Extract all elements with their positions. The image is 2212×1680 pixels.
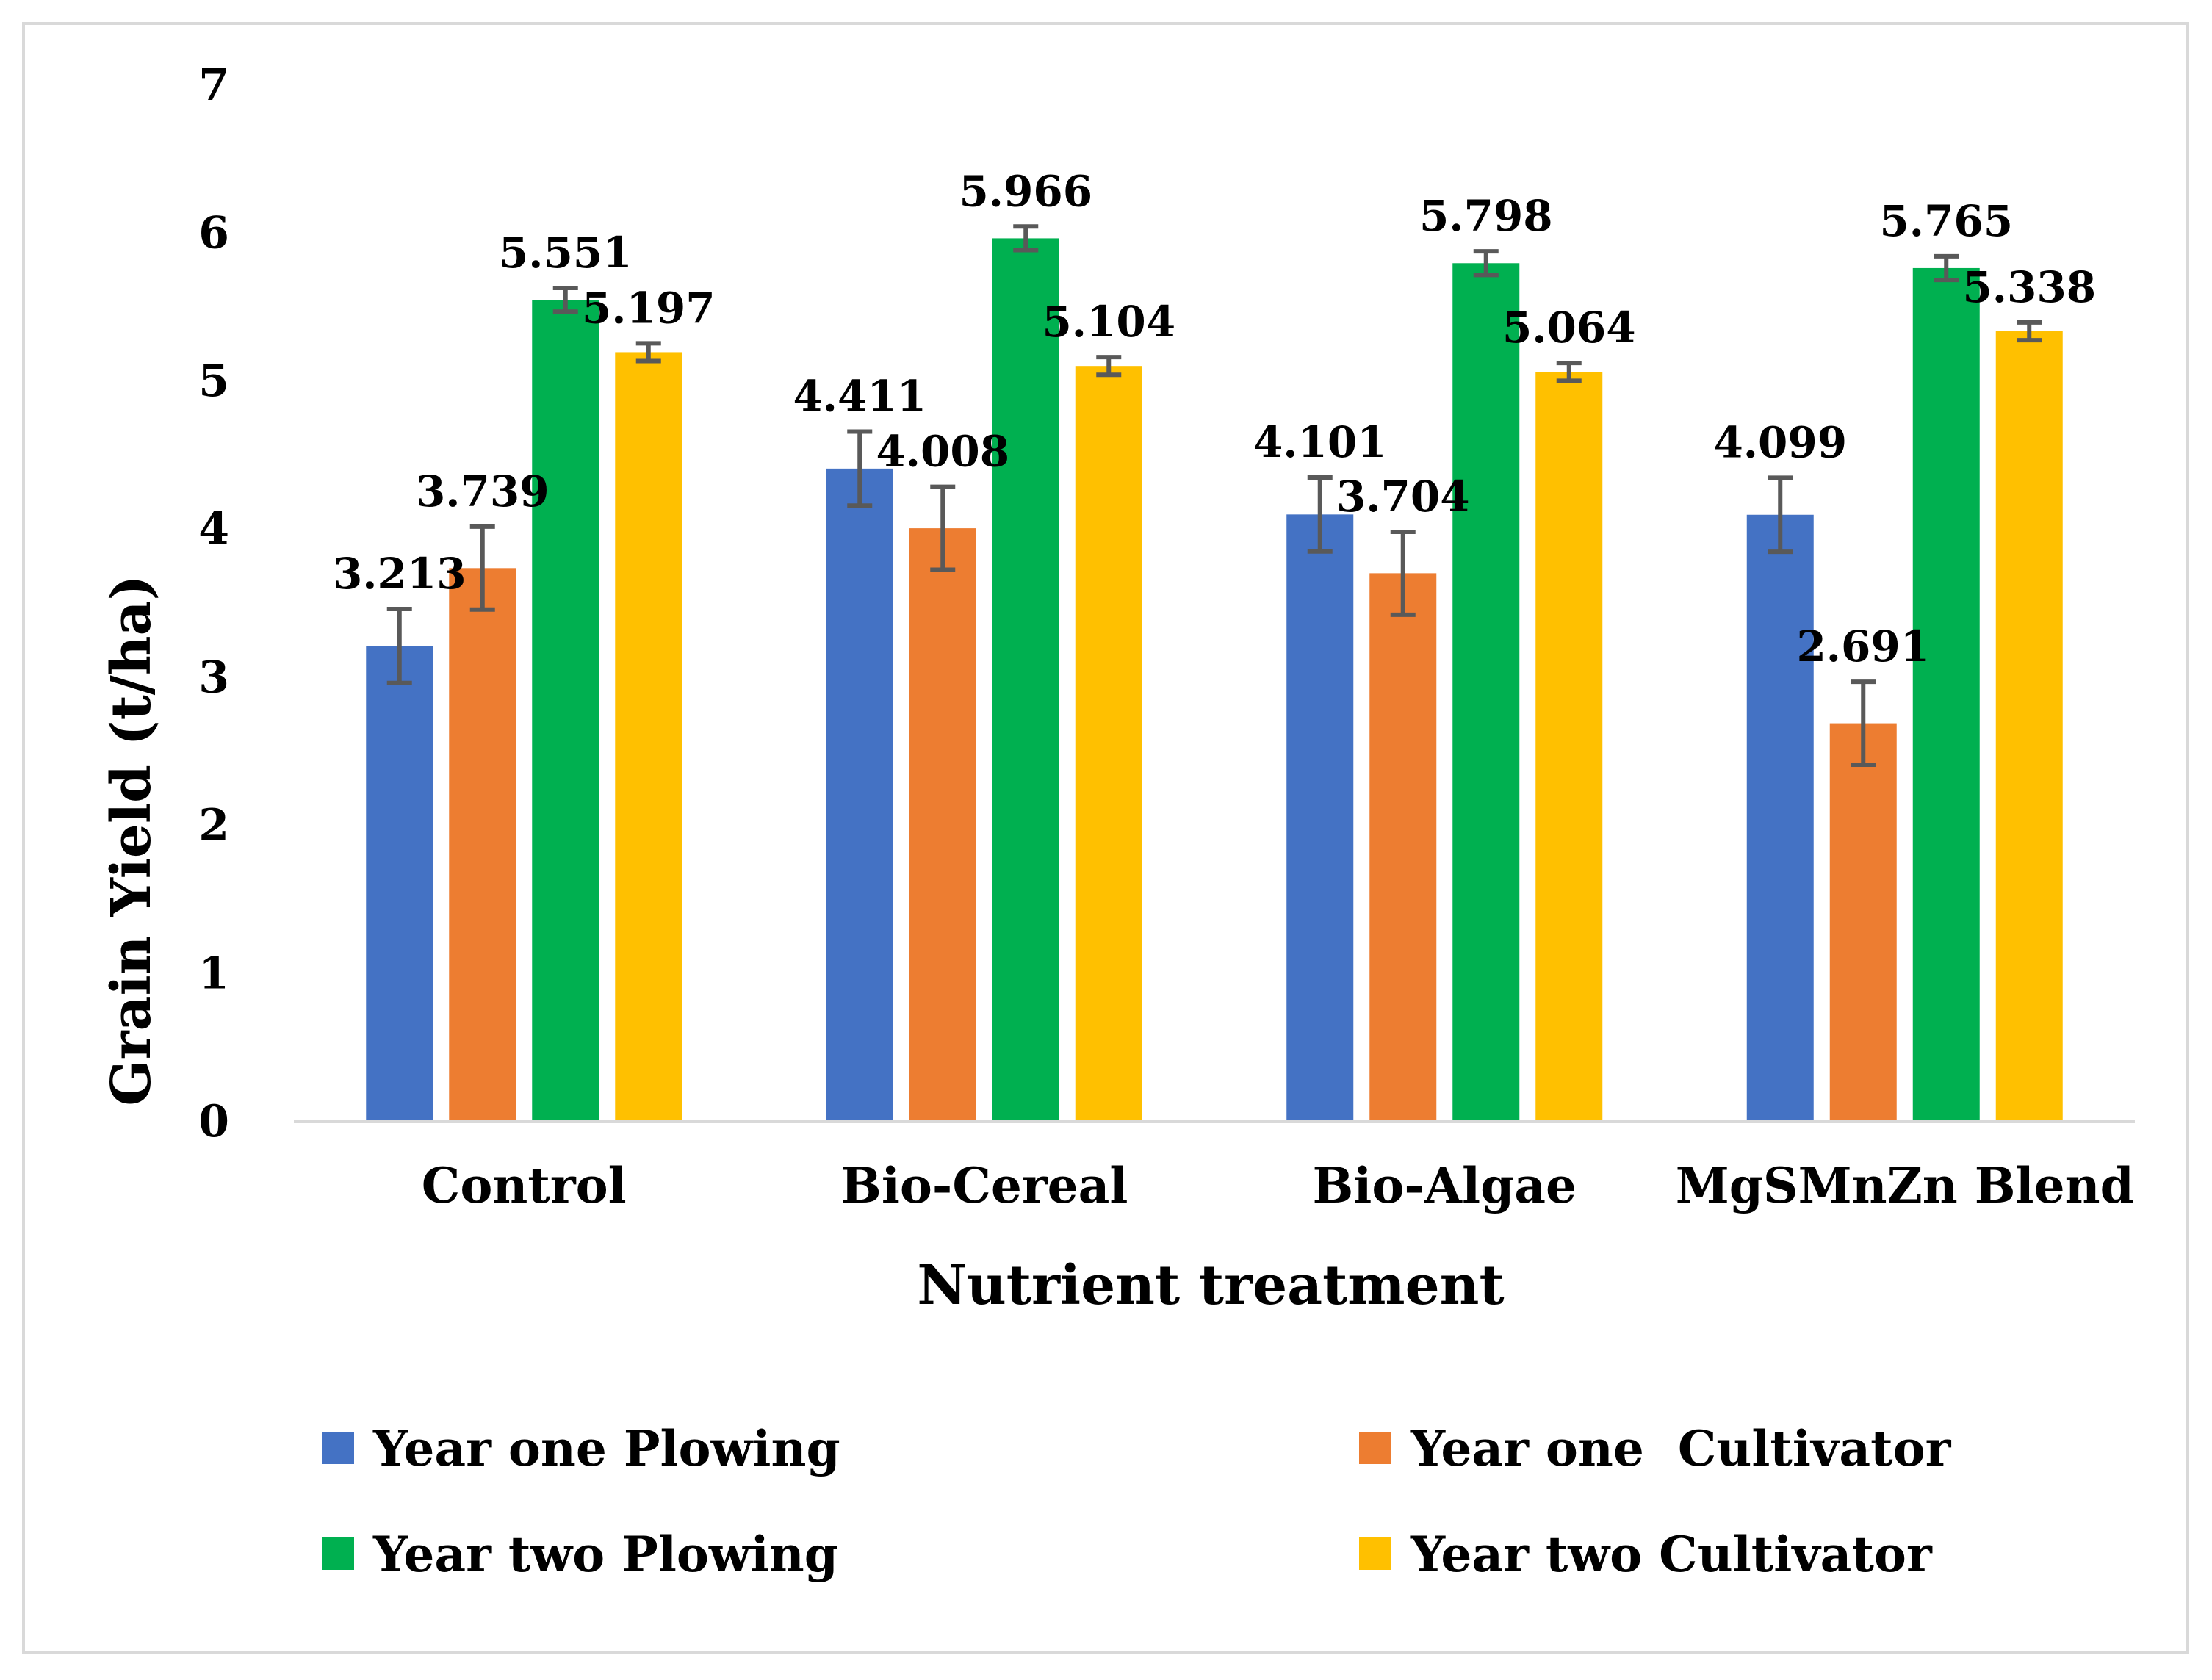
bar [1452, 263, 1520, 1122]
legend-label: Year one Plowing [372, 1420, 840, 1477]
data-label: 5.551 [499, 228, 633, 278]
x-axis-title: Nutrient treatment [917, 1254, 1504, 1317]
data-label: 2.691 [1796, 621, 1930, 671]
legend-label: Year two Plowing [372, 1526, 838, 1583]
bar [826, 468, 893, 1122]
y-tick-label: 2 [198, 800, 229, 851]
category-labels-group: Control Bio-Cereal Bio-Algae MgSMnZn Blend [422, 1157, 2134, 1214]
error-bars-group [386, 224, 2042, 768]
bars-group [366, 238, 2063, 1122]
legend-item: Year one Plowing [322, 1420, 840, 1477]
data-label: 4.008 [876, 427, 1009, 477]
bar [1829, 723, 1897, 1122]
y-tick-label: 4 [198, 504, 229, 555]
bar [1535, 372, 1603, 1122]
legend-label: Year one Cultivator [1410, 1420, 1952, 1477]
chart-frame: 0 1 2 3 4 5 6 7 3.213 3.739 5.551 5.197 4.411 4.008 5… [22, 22, 2189, 1654]
y-tick-label: 0 [198, 1096, 229, 1147]
y-tick-label: 3 [198, 652, 229, 703]
category-label: Control [422, 1157, 627, 1214]
legend-item: Year two Plowing [322, 1526, 838, 1583]
bar [1075, 366, 1142, 1122]
category-label: Bio-Algae [1313, 1157, 1577, 1214]
data-label: 5.197 [582, 283, 716, 333]
data-label: 4.099 [1713, 417, 1847, 467]
bar [909, 528, 976, 1122]
legend-swatch [322, 1432, 354, 1464]
data-label: 3.739 [416, 466, 550, 516]
bar [615, 352, 682, 1122]
category-label: MgSMnZn Blend [1676, 1157, 2134, 1214]
bar [1286, 514, 1354, 1122]
bar [366, 646, 433, 1122]
legend-swatch [322, 1537, 354, 1570]
legend-item: Year one Cultivator [1359, 1420, 1952, 1477]
data-label: 5.765 [1879, 196, 2013, 246]
data-label: 5.798 [1419, 191, 1553, 241]
legend-swatch [1359, 1537, 1391, 1570]
bar [1746, 514, 1814, 1122]
bar [532, 300, 599, 1122]
data-label: 5.064 [1502, 303, 1636, 353]
legend-label: Year two Cultivator [1410, 1526, 1933, 1583]
y-tick-label: 7 [198, 60, 229, 111]
data-label: 4.101 [1253, 417, 1387, 467]
data-label: 4.411 [793, 371, 926, 421]
data-label: 5.104 [1042, 297, 1175, 347]
category-label: Bio-Cereal [840, 1157, 1128, 1214]
legend-swatch [1359, 1432, 1391, 1464]
y-tick-label: 6 [198, 208, 229, 259]
legend: Year one Plowing Year one Cultivator Year … [322, 1420, 1952, 1583]
data-label: 3.704 [1336, 472, 1470, 522]
legend-item: Year two Cultivator [1359, 1526, 1933, 1583]
y-axis-title: Grain Yield (t/ha) [100, 574, 163, 1106]
data-label: 3.213 [333, 549, 466, 599]
bar [992, 238, 1059, 1122]
bar [449, 568, 516, 1122]
data-label: 5.966 [959, 166, 1092, 216]
y-tick-label: 5 [198, 356, 229, 407]
y-axis-ticks: 0 1 2 3 4 5 6 7 [198, 60, 229, 1147]
data-label: 5.338 [1962, 262, 2096, 312]
bar [1995, 331, 2063, 1122]
bar [1912, 267, 1980, 1122]
y-tick-label: 1 [198, 948, 229, 999]
bar [1369, 573, 1437, 1122]
